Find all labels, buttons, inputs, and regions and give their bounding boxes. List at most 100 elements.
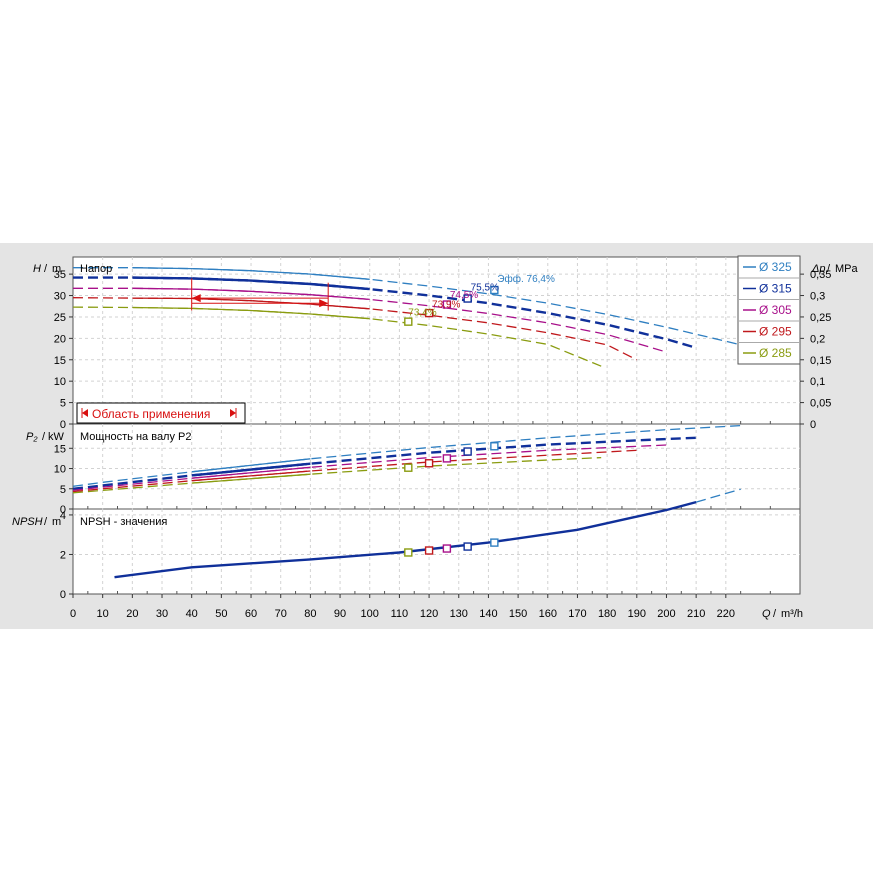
- series-line-solid-325-head: [132, 267, 370, 280]
- series-line-solid-325-power: [191, 458, 311, 473]
- series-line-325-npsh: [695, 488, 741, 503]
- y-tick-label: 5: [60, 484, 66, 496]
- efficiency-label-1: 75,5%: [471, 282, 499, 293]
- series-line-solid-295-power: [191, 470, 311, 482]
- x-tick-label: 50: [215, 608, 227, 620]
- legend-label-295: Ø 295: [759, 325, 792, 339]
- application-range-bracket: [191, 278, 329, 311]
- x-tick-label: 150: [509, 608, 527, 620]
- grid: 0510152025303500,050,10,150,20,250,30,35…: [54, 257, 831, 620]
- marker-305-npsh: [442, 544, 452, 553]
- range-box-arrow-left: [82, 409, 88, 417]
- series-line-solid-305-head: [132, 287, 370, 301]
- marker-295-npsh: [424, 546, 434, 555]
- y-tick-label: 4: [60, 510, 66, 522]
- npsh-panel-title: NPSH - значения: [80, 516, 167, 528]
- head-panel-title: Напор: [80, 263, 112, 275]
- x-axis-sep: /: [773, 608, 777, 620]
- x-tick-label: 0: [70, 608, 76, 620]
- markers-layer: [404, 285, 499, 557]
- marker-285-head: [404, 317, 413, 326]
- marker-315-head: [463, 294, 472, 303]
- y2-tick-label: 0: [810, 419, 816, 431]
- series-line-325-power: [72, 424, 741, 487]
- x-tick-label: 120: [420, 608, 438, 620]
- range-arrow-right: [319, 299, 329, 308]
- x-tick-label: 90: [334, 608, 346, 620]
- y2-tick-label: 0,1: [810, 376, 825, 388]
- legend-label-325: Ø 325: [759, 260, 792, 274]
- x-tick-label: 20: [126, 608, 138, 620]
- marker-315-power: [463, 447, 472, 456]
- y-tick-label: 35: [54, 269, 66, 281]
- marker-325-head: [490, 285, 499, 295]
- marker-285-power: [404, 463, 413, 472]
- x-tick-label: 140: [479, 608, 497, 620]
- head-y-label: H: [33, 263, 41, 275]
- range-box-arrow-right: [230, 409, 236, 417]
- x-tick-label: 100: [361, 608, 379, 620]
- application-range-box: [76, 402, 246, 424]
- y-tick-label: 15: [54, 443, 66, 455]
- x-tick-label: 210: [687, 608, 705, 620]
- x-tick-label: 30: [156, 608, 168, 620]
- x-tick-label: 160: [539, 608, 557, 620]
- power-y-label: P₂: [26, 431, 38, 443]
- application-range: Область применения: [76, 278, 329, 424]
- x-tick-label: 200: [657, 608, 675, 620]
- x-tick-label: 130: [450, 608, 468, 620]
- x-axis-unit: m³/h: [781, 608, 803, 620]
- npsh-plot-area: [72, 508, 801, 595]
- npsh-y-label: NPSH: [12, 516, 43, 528]
- efficiency-label-2: 74,5%: [450, 290, 478, 301]
- legend: Ø 325 Ø 315 Ø 305 Ø 295 Ø 285: [737, 255, 801, 365]
- marker-325-npsh: [490, 538, 499, 547]
- power-y-sep: /: [42, 431, 46, 443]
- series-line-solid-285-power: [191, 473, 311, 484]
- x-tick-label: 110: [391, 608, 409, 620]
- marker-295-head: [424, 308, 434, 318]
- application-range-label: Область применения: [92, 407, 210, 421]
- series-line-solid-315-power: [191, 462, 311, 477]
- npsh-y-sep: /: [44, 516, 48, 528]
- y-tick-label: 25: [54, 312, 66, 324]
- y2-tick-label: 0,15: [810, 355, 831, 367]
- y2-tick-label: 0,25: [810, 312, 831, 324]
- y-tick-label: 0: [60, 589, 66, 601]
- x-tick-label: 60: [245, 608, 257, 620]
- npsh-y-unit: m: [52, 516, 61, 528]
- labels-layer: Эфф. 76,4%75,5%74,5%73,9%73,4%: [408, 273, 555, 319]
- x-tick-label: 170: [568, 608, 586, 620]
- range-arrow-left: [191, 294, 201, 303]
- head-y2-unit: MPa: [835, 263, 859, 275]
- power-panel-title: Мощность на валу P2: [80, 431, 192, 443]
- marker-285-npsh: [404, 548, 413, 557]
- x-tick-label: 10: [97, 608, 109, 620]
- head-y-sep: /: [44, 263, 48, 275]
- efficiency-label-0: Эфф. 76,4%: [497, 273, 555, 285]
- x-tick-label: 80: [304, 608, 316, 620]
- head-plot-area: [72, 256, 801, 425]
- head-y2-sep: /: [827, 263, 831, 275]
- x-tick-label: 70: [275, 608, 287, 620]
- marker-295-power: [424, 459, 434, 468]
- x-tick-label: 190: [628, 608, 646, 620]
- y-tick-label: 10: [54, 376, 66, 388]
- efficiency-label-4: 73,4%: [408, 308, 436, 319]
- power-y-unit: kW: [48, 431, 65, 443]
- y2-tick-label: 0,35: [810, 269, 831, 281]
- legend-label-315: Ø 315: [759, 282, 792, 296]
- y-tick-label: 5: [60, 398, 66, 410]
- x-tick-label: 220: [717, 608, 735, 620]
- series-line-solid-305-power: [191, 466, 311, 479]
- y2-tick-label: 0,3: [810, 291, 825, 303]
- series-line-solid-315-head: [132, 276, 370, 291]
- legend-label-305: Ø 305: [759, 303, 792, 317]
- legend-label-285: Ø 285: [759, 346, 792, 360]
- y-tick-label: 0: [60, 504, 66, 516]
- efficiency-label-3: 73,9%: [432, 300, 460, 311]
- x-tick-label: 180: [598, 608, 616, 620]
- series-line-solid-285-head: [132, 306, 370, 320]
- y-tick-label: 30: [54, 291, 66, 303]
- y-tick-label: 15: [54, 355, 66, 367]
